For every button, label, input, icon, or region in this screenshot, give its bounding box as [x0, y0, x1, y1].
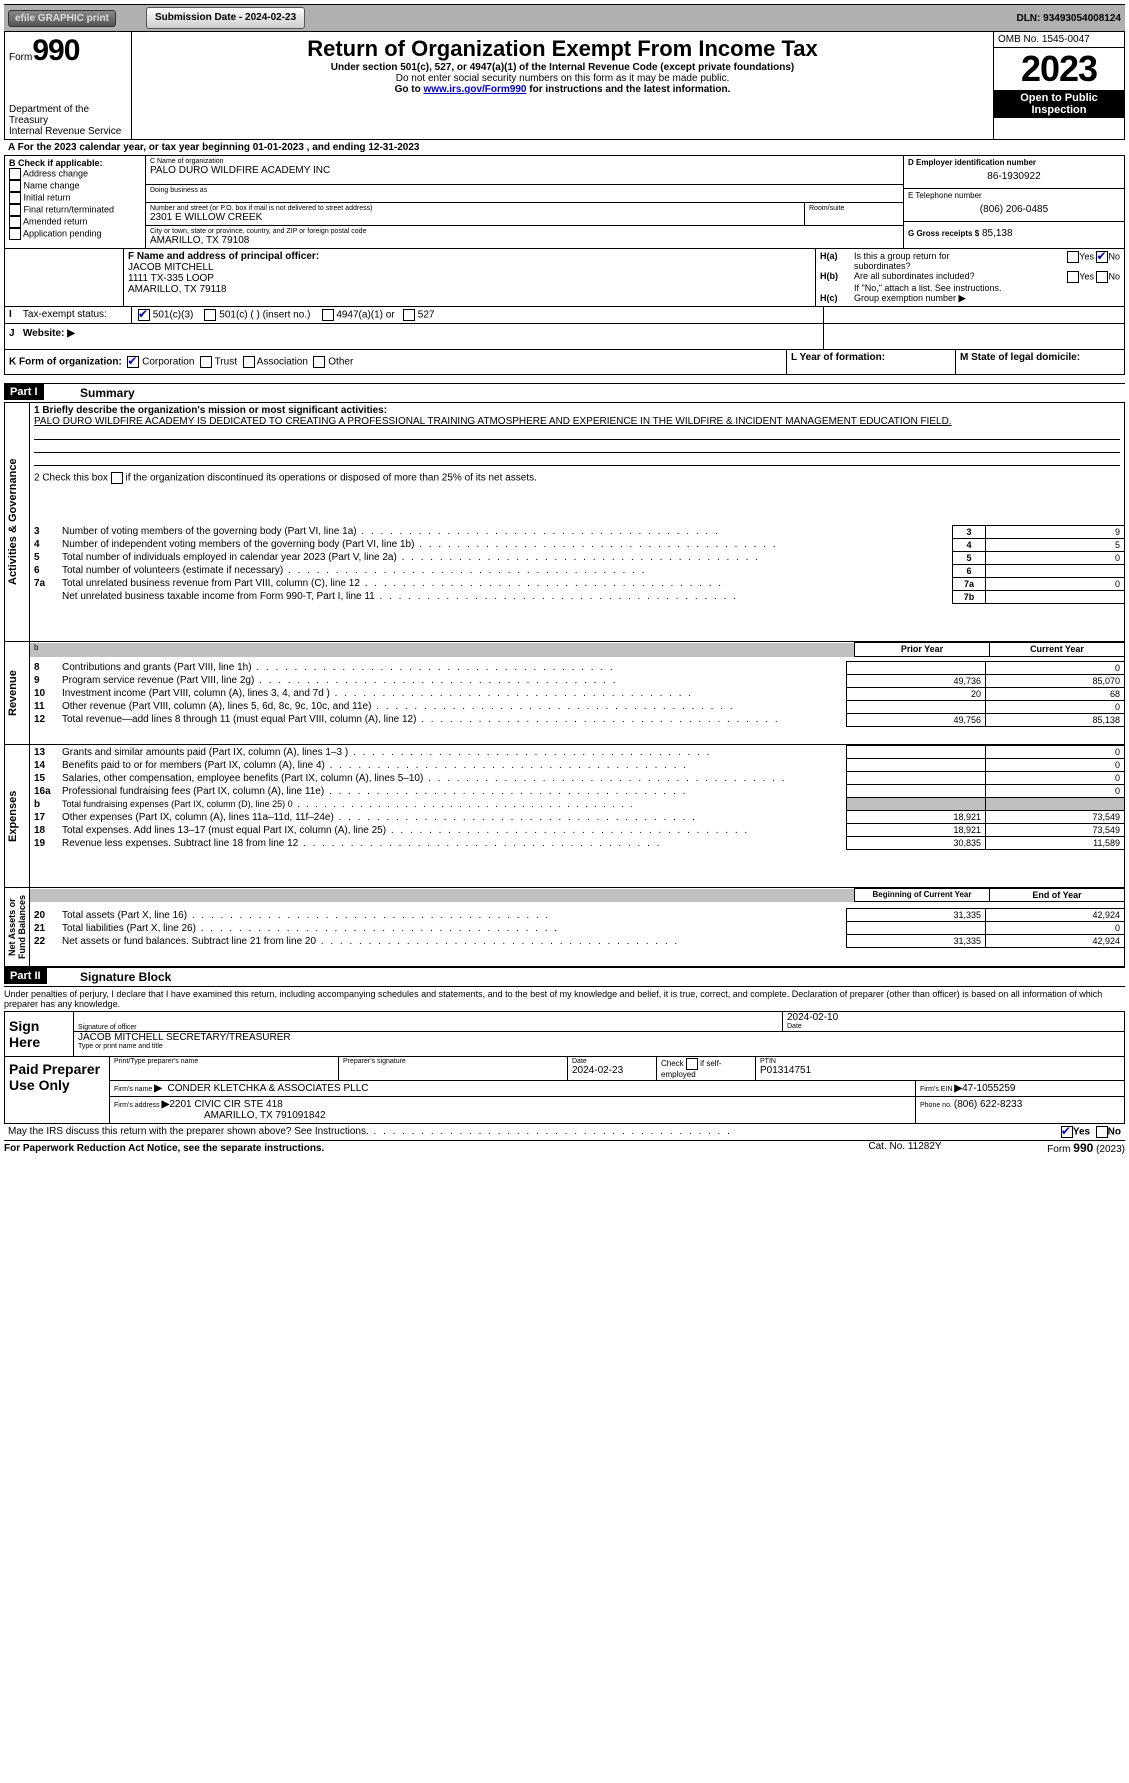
hb-no-checkbox[interactable] — [1096, 271, 1108, 283]
ein-value: 86-1930922 — [908, 167, 1120, 186]
dln-label: DLN: 93493054008124 — [730, 5, 1126, 32]
side-ag: Activities & Governance — [5, 403, 21, 641]
ptin-value: P01314751 — [760, 1065, 1120, 1076]
self-emp-checkbox[interactable] — [686, 1058, 698, 1070]
paid-preparer-block: Paid Preparer Use Only Print/Type prepar… — [4, 1057, 1125, 1124]
section-b: B Check if applicable: Address change Na… — [5, 156, 146, 249]
section-klm: K Form of organization: Corporation Trus… — [4, 350, 1125, 375]
discuss-yes-checkbox[interactable] — [1061, 1126, 1073, 1138]
gross-receipts: 85,138 — [982, 228, 1013, 239]
form-subtitle: Under section 501(c), 527, or 4947(a)(1)… — [136, 62, 989, 73]
501c3-checkbox[interactable] — [138, 309, 150, 321]
section-fh: F Name and address of principal officer:… — [4, 249, 1125, 307]
firm-name: CONDER KLETCHKA & ASSOCIATES PLLC — [168, 1083, 369, 1094]
section-ij: I Tax-exempt status: 501(c)(3) 501(c) ( … — [4, 307, 1125, 350]
firm-addr2: AMARILLO, TX 791091842 — [114, 1110, 326, 1121]
ssn-warning: Do not enter social security numbers on … — [136, 73, 989, 84]
firm-phone: (806) 622-8233 — [954, 1099, 1022, 1110]
officer-name: JACOB MITCHELL — [128, 262, 811, 273]
page-footer: For Paperwork Reduction Act Notice, see … — [4, 1141, 1125, 1156]
side-rev: Revenue — [5, 642, 21, 744]
b-opt-checkbox[interactable] — [9, 192, 21, 204]
b-opt-checkbox[interactable] — [9, 168, 21, 180]
omb-number: OMB No. 1545-0047 — [994, 32, 1124, 48]
side-exp: Expenses — [5, 745, 21, 887]
assoc-checkbox[interactable] — [243, 356, 255, 368]
officer-addr2: AMARILLO, TX 79118 — [128, 284, 811, 295]
b-opt-checkbox[interactable] — [9, 228, 21, 240]
501c-checkbox[interactable] — [204, 309, 216, 321]
part1-header: Part I Summary — [4, 383, 1125, 403]
phone-value: (806) 206-0485 — [908, 200, 1120, 219]
corp-checkbox[interactable] — [127, 356, 139, 368]
discuss-row: May the IRS discuss this return with the… — [4, 1124, 1125, 1141]
ha-no-checkbox[interactable] — [1096, 251, 1108, 263]
form-word: Form — [9, 52, 32, 63]
discuss-no-checkbox[interactable] — [1096, 1126, 1108, 1138]
form-header: Form990 Department of the Treasury Inter… — [4, 32, 1125, 140]
discontinued-checkbox[interactable] — [111, 472, 123, 484]
submission-date-button[interactable]: Submission Date - 2024-02-23 — [146, 7, 305, 29]
mission-text: PALO DURO WILDFIRE ACADEMY IS DEDICATED … — [34, 416, 1120, 427]
officer-sig-name: JACOB MITCHELL SECRETARY/TREASURER — [78, 1032, 1120, 1043]
firm-addr1: 2201 CIVIC CIR STE 418 — [169, 1099, 282, 1110]
prep-date: 2024-02-23 — [572, 1065, 652, 1076]
section-deg: D Employer identification number 86-1930… — [904, 156, 1125, 249]
ha-yes-checkbox[interactable] — [1067, 251, 1079, 263]
form-number: 990 — [32, 34, 79, 67]
b-opt-checkbox[interactable] — [9, 204, 21, 216]
perjury-declaration: Under penalties of perjury, I declare th… — [4, 987, 1125, 1011]
firm-ein: 47-1055259 — [962, 1083, 1015, 1094]
irs-link[interactable]: www.irs.gov/Form990 — [423, 84, 526, 95]
section-c: C Name of organization PALO DURO WILDFIR… — [146, 156, 904, 249]
4947-checkbox[interactable] — [322, 309, 334, 321]
sign-date: 2024-02-10 — [787, 1012, 1120, 1023]
street-address: 2301 E WILLOW CREEK — [150, 212, 800, 223]
entity-block: B Check if applicable: Address change Na… — [4, 155, 1125, 249]
irs-label: Internal Revenue Service — [9, 126, 127, 137]
city-state-zip: AMARILLO, TX 79108 — [150, 235, 899, 246]
trust-checkbox[interactable] — [200, 356, 212, 368]
side-na: Net Assets or Fund Balances — [5, 888, 29, 966]
b-opt-checkbox[interactable] — [9, 216, 21, 228]
tax-year: 2023 — [994, 48, 1124, 90]
line-a: A For the 2023 calendar year, or tax yea… — [4, 140, 1125, 155]
hb-yes-checkbox[interactable] — [1067, 271, 1079, 283]
b-opt-checkbox[interactable] — [9, 180, 21, 192]
form-title: Return of Organization Exempt From Incom… — [136, 36, 989, 62]
part1-body: Activities & Governance 1 Briefly descri… — [4, 403, 1125, 967]
part2-header: Part II Signature Block — [4, 967, 1125, 987]
sign-here-block: Sign Here Signature of officer 2024-02-1… — [4, 1011, 1125, 1057]
top-toolbar: efile GRAPHIC print Submission Date - 20… — [4, 4, 1125, 32]
org-name: PALO DURO WILDFIRE ACADEMY INC — [150, 165, 899, 176]
officer-addr1: 1111 TX-335 LOOP — [128, 273, 811, 284]
efile-print-button[interactable]: efile GRAPHIC print — [8, 10, 116, 27]
527-checkbox[interactable] — [403, 309, 415, 321]
other-checkbox[interactable] — [313, 356, 325, 368]
dept-treasury: Department of the Treasury — [9, 104, 127, 126]
